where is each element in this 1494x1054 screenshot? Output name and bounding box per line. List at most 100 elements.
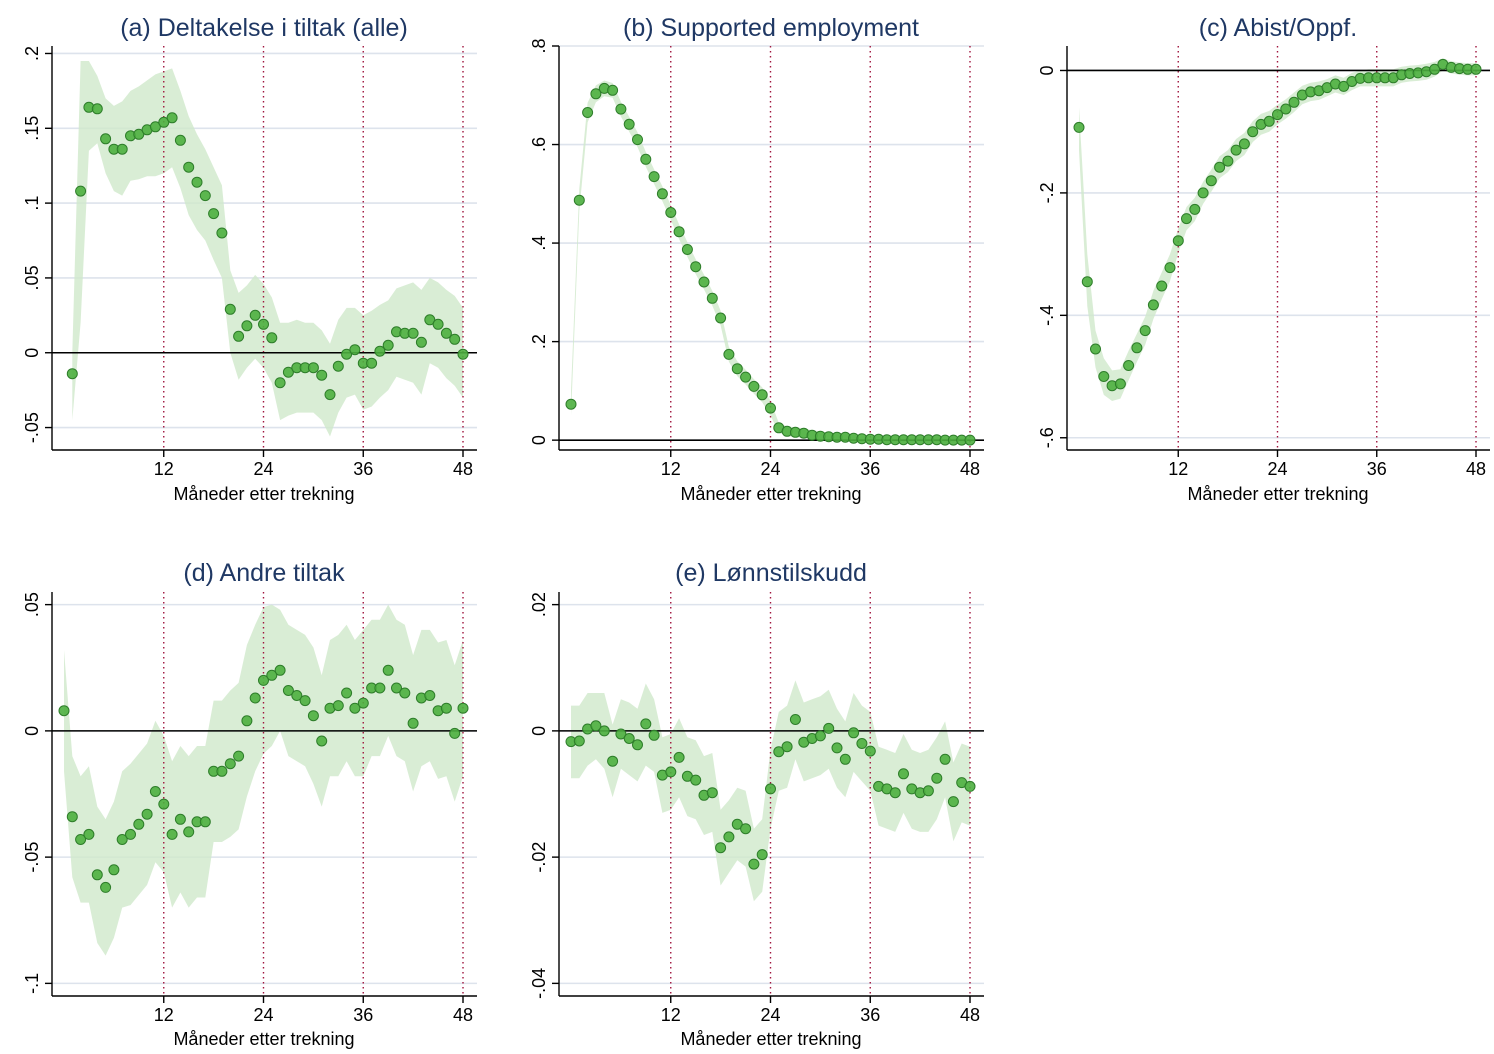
panel-c: (c) Abist/Oppf. Måneder etter trekning -…	[1037, 14, 1490, 504]
panel-a-point-11	[158, 116, 170, 128]
panel-e-point-18	[715, 842, 727, 854]
panel-d-point-36	[357, 697, 369, 709]
panel-d-point-2	[75, 834, 87, 845]
panel-e-point-17	[706, 787, 718, 799]
panel-e-point-19	[723, 831, 735, 843]
panel-b: (b) Supported employment Måneder etter t…	[529, 14, 984, 504]
panel-c-point-11	[1164, 262, 1176, 274]
panel-a-ytick-label-5: .2	[22, 46, 42, 61]
panel-d-point-29	[299, 695, 311, 707]
panel-e: (e) Lønnstilskudd Måneder etter trekning…	[529, 559, 984, 1049]
panel-a-point-8	[133, 128, 145, 140]
panel-c-point-5	[1114, 378, 1126, 390]
panel-b-ytick-label-1: .2	[529, 334, 549, 349]
panel-e-xtick-label-2: 36	[860, 1005, 880, 1025]
panel-a-point-0	[66, 368, 78, 380]
panel-d-point-9	[133, 818, 145, 830]
panel-a-point-43	[424, 314, 436, 326]
panel-a-point-37	[374, 345, 386, 357]
panel-e-point-15	[690, 774, 702, 786]
panel-d-point-15	[183, 826, 195, 838]
panel-b-point-3	[590, 88, 602, 100]
panel-a-point-17	[208, 208, 220, 220]
panel-b-point-6	[615, 103, 627, 115]
panel-b-xtick-label-2: 36	[860, 459, 880, 479]
panel-d-point-46	[440, 702, 452, 714]
panel-e-point-35	[856, 738, 868, 749]
panel-d-point-6	[108, 864, 120, 876]
panel-a-point-23	[258, 318, 269, 330]
panel-c-title: (c) Abist/Oppf.	[1199, 14, 1357, 42]
panel-c-point-7	[1131, 342, 1143, 354]
panel-a-point-20	[233, 330, 245, 342]
panel-a-xtick-label-2: 36	[353, 459, 373, 479]
panel-b-point-14	[681, 244, 693, 255]
panel-a-point-12	[166, 112, 178, 124]
panel-d-point-26	[274, 664, 286, 676]
panel-e-point-27	[789, 714, 801, 725]
panel-c-point-26	[1288, 96, 1300, 108]
panel-d-point-27	[282, 685, 294, 696]
panel-d-point-4	[91, 869, 103, 881]
panel-b-ytick-label-4: .8	[529, 38, 549, 53]
panel-e-point-39	[889, 787, 901, 799]
panel-c-point-13	[1181, 213, 1192, 225]
panel-e-point-26	[781, 741, 793, 753]
panel-b-plot: 0 .2 .4 .6 .8 12 24 36 48	[529, 38, 984, 479]
panel-c-point-18	[1222, 155, 1234, 167]
panel-d-xtick-label-2: 36	[353, 1005, 373, 1025]
panel-b-point-2	[582, 107, 594, 118]
panel-e-point-21	[740, 823, 752, 835]
panel-d-xlabel: Måneder etter trekning	[173, 1029, 354, 1049]
panel-b-point-20	[731, 363, 743, 375]
panel-e-point-31	[823, 722, 835, 734]
panel-b-point-9	[640, 153, 652, 165]
panel-d-point-20	[224, 758, 236, 770]
panel-d-point-3	[83, 828, 95, 840]
panel-a-point-3	[91, 103, 103, 115]
panel-e-xtick-label-0: 12	[661, 1005, 681, 1025]
panel-c-point-16	[1205, 175, 1217, 187]
panel-e-ytick-label-2: 0	[529, 726, 549, 736]
panel-a-point-13	[174, 134, 186, 146]
panel-b-point-16	[698, 276, 710, 288]
panel-a-point-14	[183, 161, 195, 173]
panel-e-point-13	[673, 751, 685, 763]
panel-c-point-25	[1280, 103, 1292, 115]
panel-d-point-11	[149, 786, 161, 797]
panel-e-title: (e) Lønnstilskudd	[675, 559, 867, 587]
panel-c-ytick-label-3: 0	[1037, 65, 1057, 75]
panel-b-point-11	[656, 188, 668, 200]
panel-b-point-0	[565, 398, 577, 410]
panel-c-point-21	[1247, 126, 1259, 138]
panel-c-point-0	[1073, 121, 1085, 133]
panel-d-xtick-label-0: 12	[154, 1005, 174, 1025]
panel-e-point-48	[964, 780, 976, 792]
panel-e-point-43	[922, 785, 934, 797]
panel-e-point-23	[756, 849, 768, 861]
panel-b-point-8	[632, 134, 643, 146]
panel-e-point-25	[773, 746, 785, 758]
panel-d-point-14	[174, 813, 186, 825]
panel-b-title: (b) Supported employment	[623, 14, 919, 42]
panel-b-point-18	[715, 312, 727, 324]
panel-e-point-10	[648, 729, 660, 741]
panel-c-point-8	[1139, 325, 1151, 337]
panel-e-point-32	[831, 742, 843, 754]
panel-e-xlabel: Måneder etter trekning	[680, 1029, 861, 1049]
panel-d-point-21	[233, 750, 245, 762]
panel-b-point-23	[756, 389, 768, 401]
panel-e-point-9	[640, 718, 652, 730]
panel-b-point-1	[573, 194, 585, 206]
panel-d-point-33	[332, 700, 344, 712]
panel-a-point-45	[440, 327, 452, 339]
panel-e-point-33	[839, 753, 851, 765]
panel-a-point-34	[349, 344, 361, 356]
panel-d-point-5	[100, 881, 112, 893]
panel-c-point-17	[1214, 161, 1226, 173]
panel-a-point-24	[266, 332, 278, 344]
panel-e-point-3	[590, 720, 602, 732]
panel-c-point-20	[1238, 138, 1250, 150]
panel-c-plot: -.6 -.4 -.2 0 12 24 36 48	[1037, 46, 1490, 479]
